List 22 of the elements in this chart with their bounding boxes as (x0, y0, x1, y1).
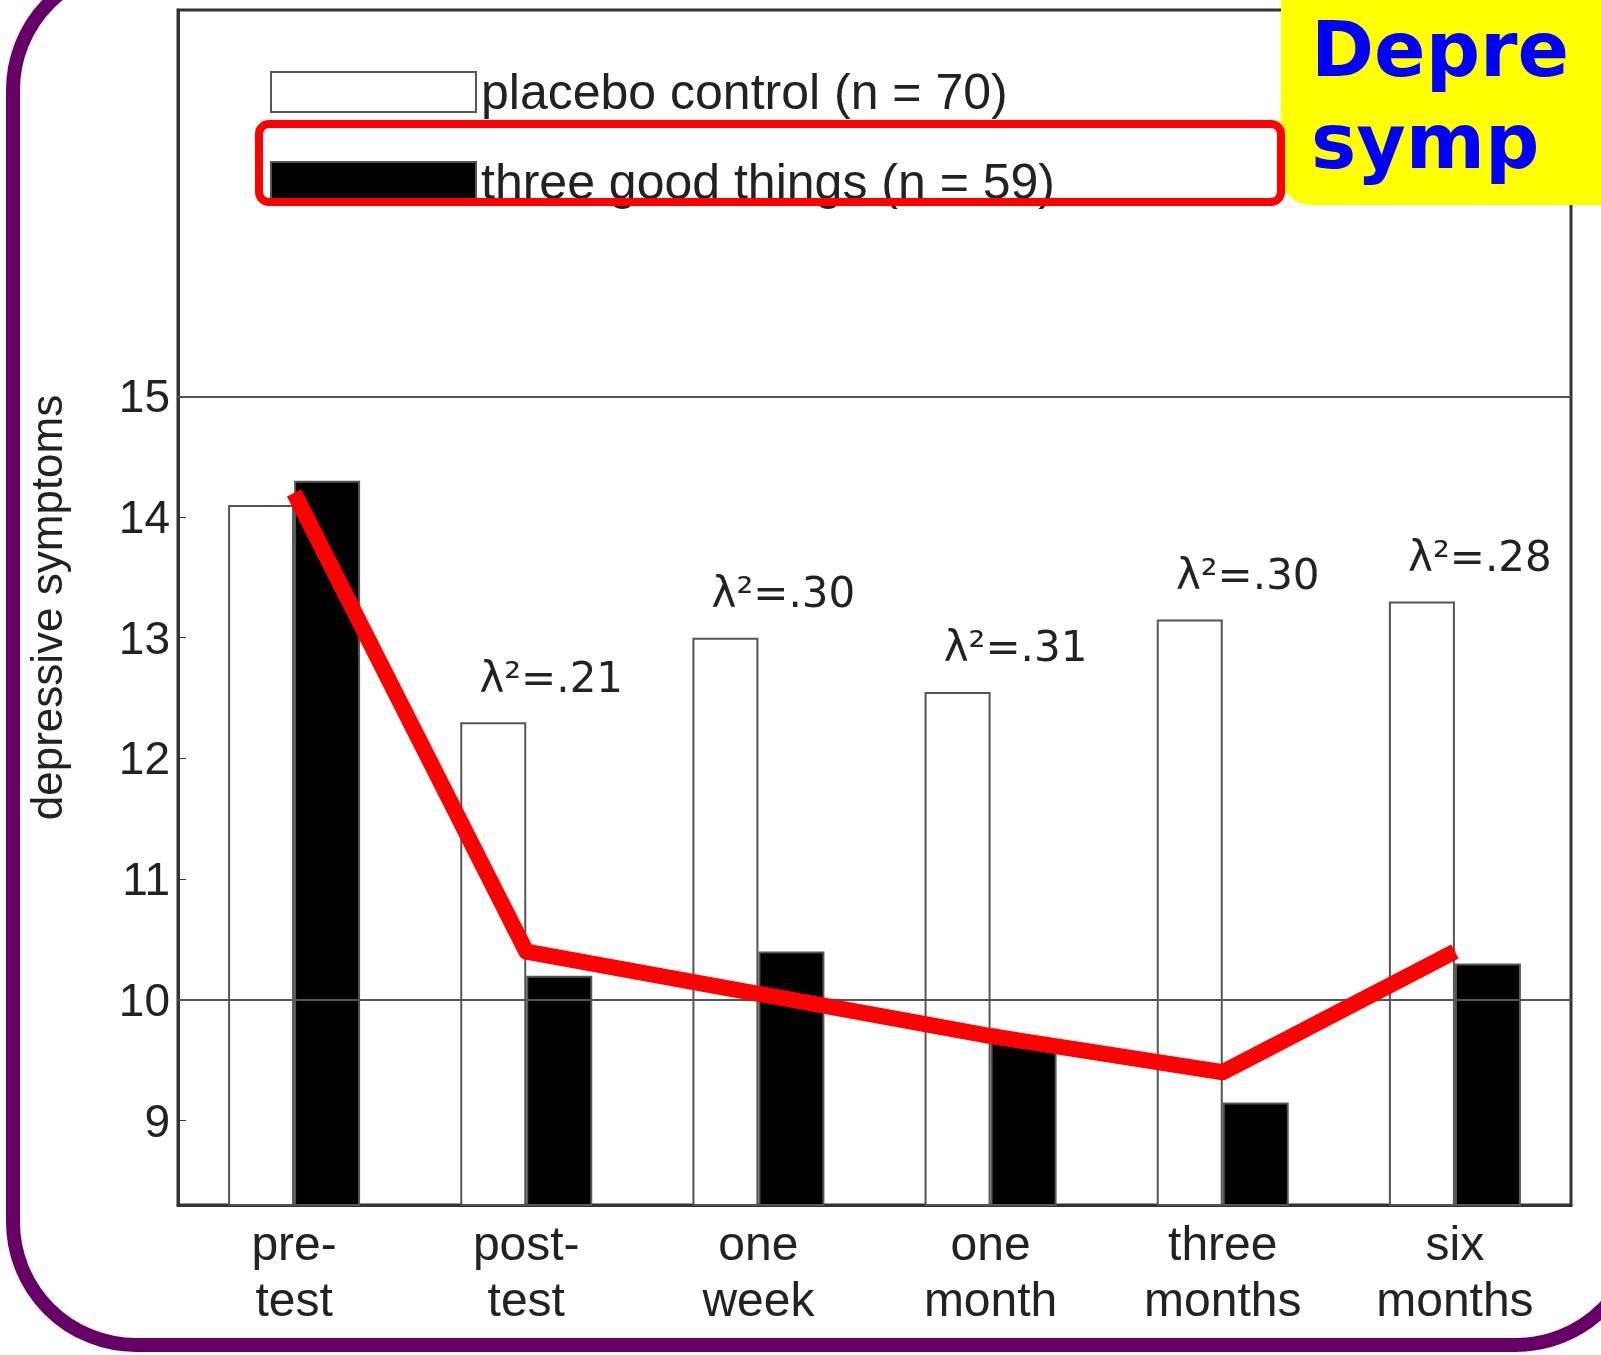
x-tick-label: one month (923, 1216, 1058, 1326)
annotation: λ²=.30 (711, 568, 856, 618)
annotation: symp (1311, 96, 1541, 188)
annotation: λ²=.21 (479, 652, 624, 702)
annotation: λ²=.30 (1175, 550, 1320, 600)
annotation: Depre (1311, 4, 1571, 96)
legend-label: placebo control (n = 70) (481, 64, 1008, 120)
annotation: λ²=.31 (943, 622, 1088, 672)
x-tick-label: pre-test (251, 1216, 337, 1326)
y-tick-label: 15 (118, 370, 170, 423)
x-tick-label: six months (1376, 1216, 1534, 1326)
y-tick-label: 13 (118, 611, 170, 664)
annotation: λ²=.28 (1408, 531, 1552, 581)
y-tick-label: 12 (118, 732, 170, 785)
y-tick-label: 10 (118, 973, 170, 1026)
x-tick-label: three months (1144, 1216, 1302, 1326)
x-tick-label: post-test (472, 1216, 580, 1326)
y-axis-title: depressive symptoms (21, 394, 71, 821)
y-tick-label: 11 (122, 853, 170, 906)
x-tick-label: one week (701, 1216, 816, 1326)
y-tick-label: 14 (118, 490, 170, 543)
y-tick-label: 9 (144, 1094, 170, 1147)
